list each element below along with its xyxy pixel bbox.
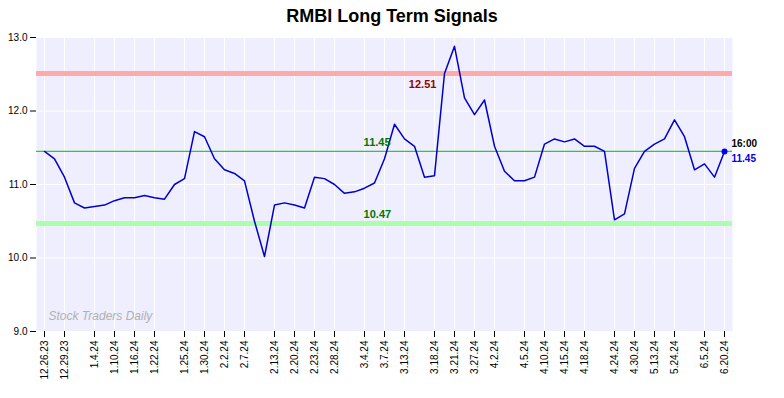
svg-text:2.23.24: 2.23.24 <box>309 340 320 374</box>
svg-text:5.24.24: 5.24.24 <box>669 340 680 374</box>
svg-text:2.7.24: 2.7.24 <box>239 340 250 368</box>
svg-text:12.0: 12.0 <box>8 105 28 116</box>
svg-text:10.0: 10.0 <box>8 252 28 263</box>
svg-text:1.16.24: 1.16.24 <box>129 340 140 374</box>
svg-text:2.2.24: 2.2.24 <box>219 340 230 368</box>
svg-text:3.13.24: 3.13.24 <box>399 340 410 374</box>
svg-text:4.2.24: 4.2.24 <box>489 340 500 368</box>
svg-text:4.18.24: 4.18.24 <box>579 340 590 374</box>
svg-text:10.47: 10.47 <box>364 208 392 220</box>
svg-text:4.10.24: 4.10.24 <box>539 340 550 374</box>
svg-text:1.25.24: 1.25.24 <box>179 340 190 374</box>
html-text:RMBI Long Term Signals: RMBI Long Term Signals <box>286 6 498 26</box>
svg-text:4.24.24: 4.24.24 <box>609 340 620 374</box>
svg-text:6.20.24: 6.20.24 <box>719 340 730 374</box>
svg-text:2.28.24: 2.28.24 <box>329 340 340 374</box>
svg-text:11.45: 11.45 <box>732 153 757 164</box>
svg-text:3.18.24: 3.18.24 <box>429 340 440 374</box>
svg-text:4.5.24: 4.5.24 <box>519 340 530 368</box>
svg-text:1.30.24: 1.30.24 <box>199 340 210 374</box>
svg-text:2.13.24: 2.13.24 <box>269 340 280 374</box>
svg-text:3.27.24: 3.27.24 <box>469 340 480 374</box>
svg-text:3.7.24: 3.7.24 <box>379 340 390 368</box>
svg-text:6.5.24: 6.5.24 <box>699 340 710 368</box>
svg-text:12.26.23: 12.26.23 <box>39 340 50 379</box>
svg-text:12.29.23: 12.29.23 <box>59 340 70 379</box>
svg-text:3.4.24: 3.4.24 <box>359 340 370 368</box>
svg-text:1.22.24: 1.22.24 <box>149 340 160 374</box>
svg-text:1.10.24: 1.10.24 <box>109 340 120 374</box>
svg-text:3.21.24: 3.21.24 <box>449 340 460 374</box>
svg-text:13.0: 13.0 <box>8 32 28 43</box>
svg-text:16:00: 16:00 <box>732 138 758 149</box>
svg-text:5.13.24: 5.13.24 <box>649 340 660 374</box>
svg-text:2.20.24: 2.20.24 <box>289 340 300 374</box>
svg-text:12.51: 12.51 <box>409 78 437 90</box>
svg-text:11.45: 11.45 <box>364 136 391 148</box>
svg-text:11.0: 11.0 <box>9 179 28 190</box>
svg-text:9.0: 9.0 <box>14 326 28 337</box>
svg-text:Stock Traders Daily: Stock Traders Daily <box>49 309 154 323</box>
svg-text:4.15.24: 4.15.24 <box>559 340 570 374</box>
svg-text:1.4.24: 1.4.24 <box>89 340 100 368</box>
svg-text:4.30.24: 4.30.24 <box>629 340 640 374</box>
